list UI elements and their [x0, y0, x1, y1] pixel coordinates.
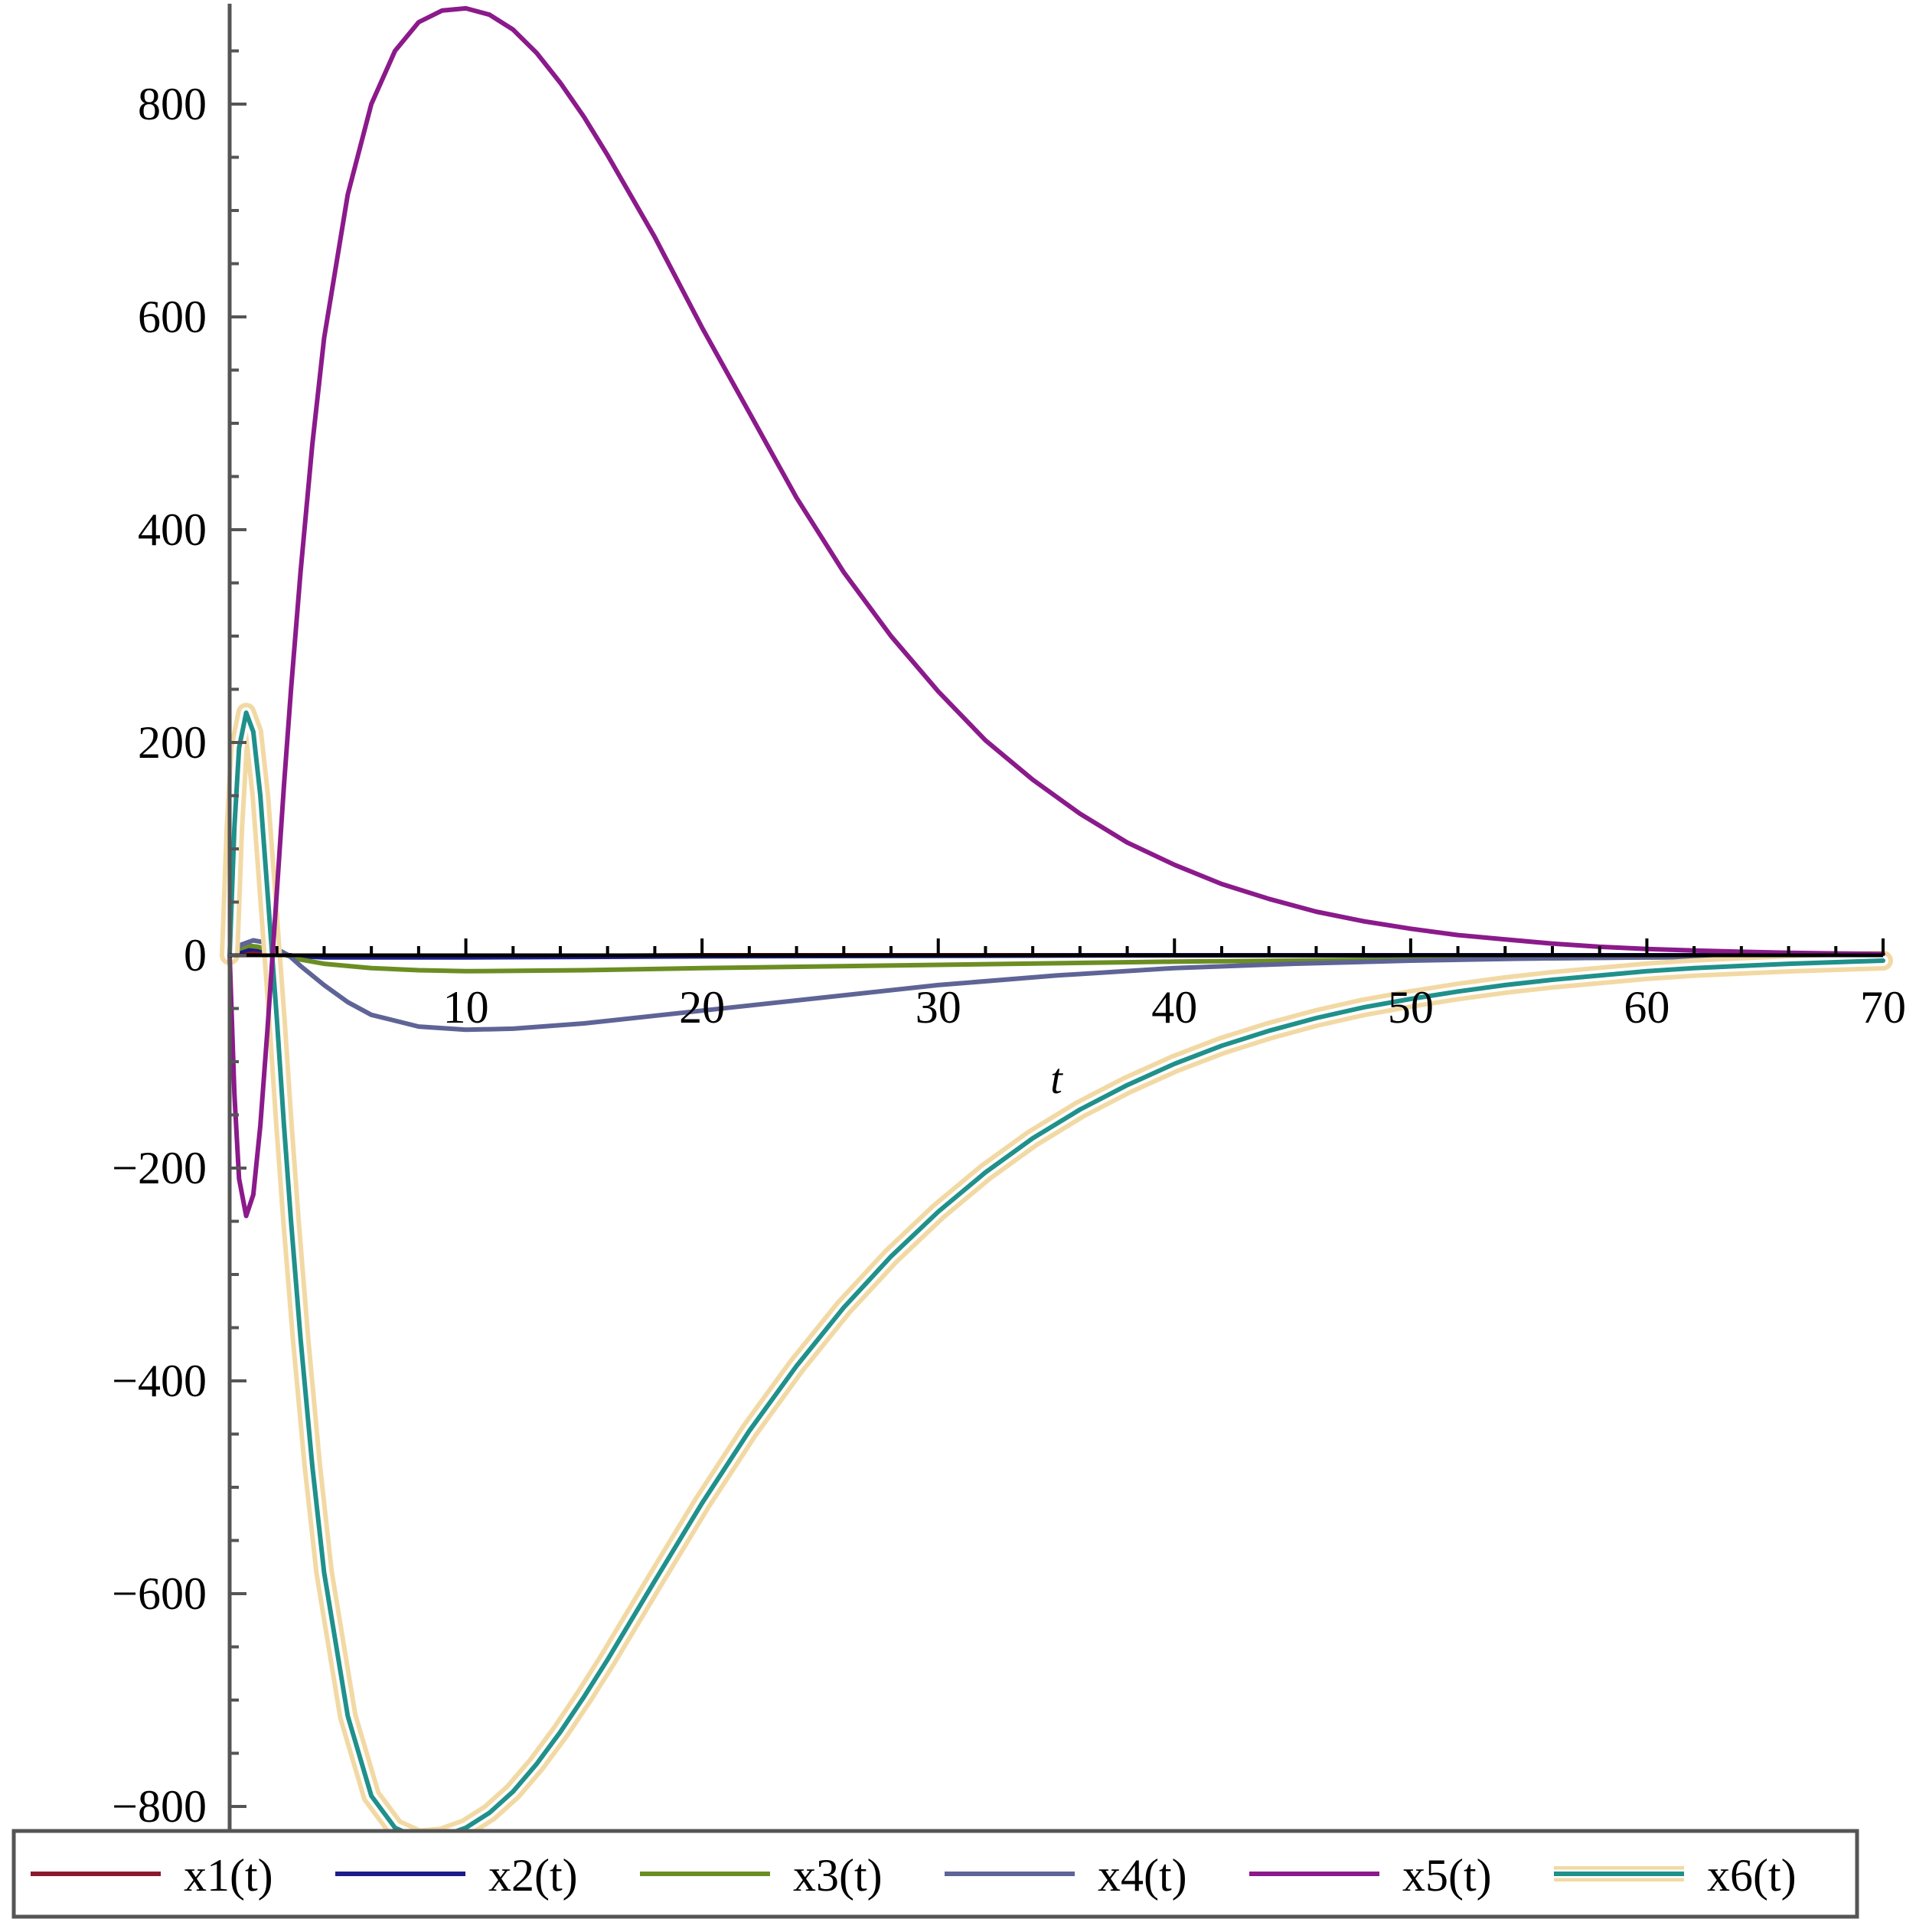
legend-label: x5(t): [1402, 1850, 1492, 1901]
x-axis-title: t: [1050, 1056, 1063, 1103]
y-tick-label: 200: [138, 717, 207, 768]
y-ticks: −800 −600 −400 −200 0 200 400 600 800: [112, 49, 246, 1832]
legend-label: x1(t): [184, 1850, 273, 1901]
x-tick-label: 10: [443, 982, 489, 1033]
series-line-6: [227, 710, 1885, 1841]
y-tick-label: 400: [138, 504, 207, 555]
legend-label: x3(t): [793, 1850, 883, 1901]
x-tick-label: 60: [1624, 982, 1670, 1033]
y-tick-label: −800: [112, 1781, 207, 1832]
y-tick-label: 800: [138, 79, 207, 129]
y-tick-label: −400: [112, 1356, 207, 1406]
y-tick-label: 0: [184, 930, 207, 981]
x-tick-label: 40: [1151, 982, 1197, 1033]
legend: x1(t) x2(t) x3(t) x4(t) x5(t) x6(t): [11, 1829, 1859, 1919]
legend-box: [11, 1829, 1859, 1919]
series-line-3: [227, 943, 1885, 974]
x-tick-label: 50: [1388, 982, 1434, 1033]
legend-label: x2(t): [488, 1850, 578, 1901]
x-tick-label: 30: [916, 982, 961, 1033]
series-line-5: [227, 5, 1885, 1219]
x-ticks: 10 20 30 40 50 60 70: [275, 938, 1906, 1033]
x-tick-label: 70: [1860, 982, 1906, 1033]
y-tick-label: 600: [138, 292, 207, 342]
legend-label: x4(t): [1098, 1850, 1187, 1901]
legend-items: x1(t) x2(t) x3(t) x4(t) x5(t) x6(t): [31, 1850, 1797, 1901]
y-tick-label: −200: [112, 1143, 207, 1193]
legend-label: x6(t): [1707, 1850, 1797, 1901]
y-tick-label: −600: [112, 1568, 207, 1619]
x-tick-label: 20: [679, 982, 725, 1033]
axes-layer: −800 −600 −400 −200 0 200 400 600 800 10 20 30 40 50…: [112, 3, 1906, 1843]
